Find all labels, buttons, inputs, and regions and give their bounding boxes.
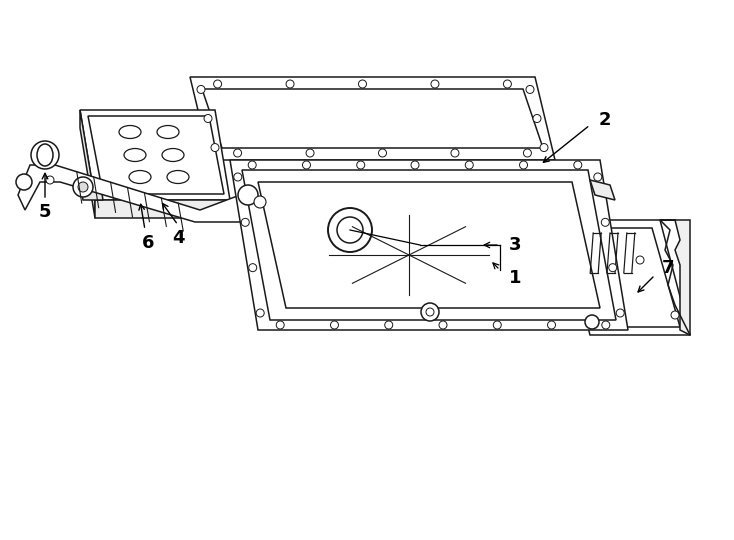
Circle shape	[249, 264, 257, 272]
Circle shape	[16, 174, 32, 190]
Circle shape	[451, 149, 459, 157]
Ellipse shape	[124, 148, 146, 161]
Circle shape	[520, 161, 528, 169]
Circle shape	[286, 80, 294, 88]
Circle shape	[358, 80, 366, 88]
Circle shape	[73, 177, 93, 197]
Text: 3: 3	[509, 236, 521, 254]
Circle shape	[594, 173, 602, 181]
Circle shape	[602, 321, 610, 329]
Circle shape	[330, 321, 338, 329]
Text: 5: 5	[39, 203, 51, 221]
Circle shape	[671, 311, 679, 319]
Circle shape	[617, 309, 624, 317]
Circle shape	[385, 321, 393, 329]
Text: 7: 7	[662, 259, 675, 277]
Text: 1: 1	[509, 269, 521, 287]
Polygon shape	[242, 170, 616, 320]
Polygon shape	[80, 110, 95, 218]
Circle shape	[574, 161, 582, 169]
Circle shape	[256, 309, 264, 317]
Circle shape	[357, 161, 365, 169]
Circle shape	[241, 218, 250, 226]
Circle shape	[204, 114, 212, 123]
Circle shape	[38, 148, 52, 162]
Polygon shape	[88, 116, 224, 194]
Polygon shape	[202, 89, 543, 148]
Circle shape	[465, 161, 473, 169]
Polygon shape	[80, 110, 230, 200]
Circle shape	[248, 161, 256, 169]
Polygon shape	[568, 228, 680, 327]
Circle shape	[211, 144, 219, 152]
Circle shape	[302, 161, 310, 169]
Circle shape	[306, 149, 314, 157]
Polygon shape	[590, 180, 615, 200]
Circle shape	[78, 182, 88, 192]
Circle shape	[439, 321, 447, 329]
Circle shape	[233, 149, 241, 157]
Circle shape	[276, 321, 284, 329]
Ellipse shape	[162, 148, 184, 161]
Circle shape	[411, 161, 419, 169]
Circle shape	[548, 321, 556, 329]
Circle shape	[493, 321, 501, 329]
Circle shape	[504, 80, 512, 88]
Polygon shape	[560, 220, 690, 335]
Circle shape	[636, 256, 644, 264]
Polygon shape	[190, 77, 555, 160]
Circle shape	[526, 85, 534, 93]
Circle shape	[46, 176, 54, 184]
Polygon shape	[230, 160, 628, 330]
Polygon shape	[660, 220, 690, 335]
Circle shape	[238, 185, 258, 205]
Ellipse shape	[129, 171, 151, 184]
Circle shape	[523, 149, 531, 157]
Circle shape	[214, 80, 222, 88]
Circle shape	[585, 315, 599, 329]
Circle shape	[379, 149, 387, 157]
Circle shape	[337, 217, 363, 243]
Polygon shape	[95, 200, 230, 218]
Circle shape	[328, 208, 372, 252]
Circle shape	[234, 173, 241, 181]
Circle shape	[31, 141, 59, 169]
Text: 6: 6	[142, 234, 154, 252]
Ellipse shape	[119, 125, 141, 138]
Circle shape	[197, 85, 205, 93]
Circle shape	[608, 264, 617, 272]
Circle shape	[426, 308, 434, 316]
Ellipse shape	[157, 125, 179, 138]
Polygon shape	[18, 165, 270, 222]
Ellipse shape	[37, 144, 53, 166]
Polygon shape	[258, 182, 600, 308]
Text: 2: 2	[599, 111, 611, 129]
Polygon shape	[80, 182, 103, 200]
Circle shape	[421, 303, 439, 321]
Circle shape	[601, 218, 609, 226]
Ellipse shape	[167, 171, 189, 184]
Circle shape	[431, 80, 439, 88]
Circle shape	[540, 144, 548, 152]
Circle shape	[533, 114, 541, 123]
Circle shape	[254, 196, 266, 208]
Text: 4: 4	[172, 229, 184, 247]
